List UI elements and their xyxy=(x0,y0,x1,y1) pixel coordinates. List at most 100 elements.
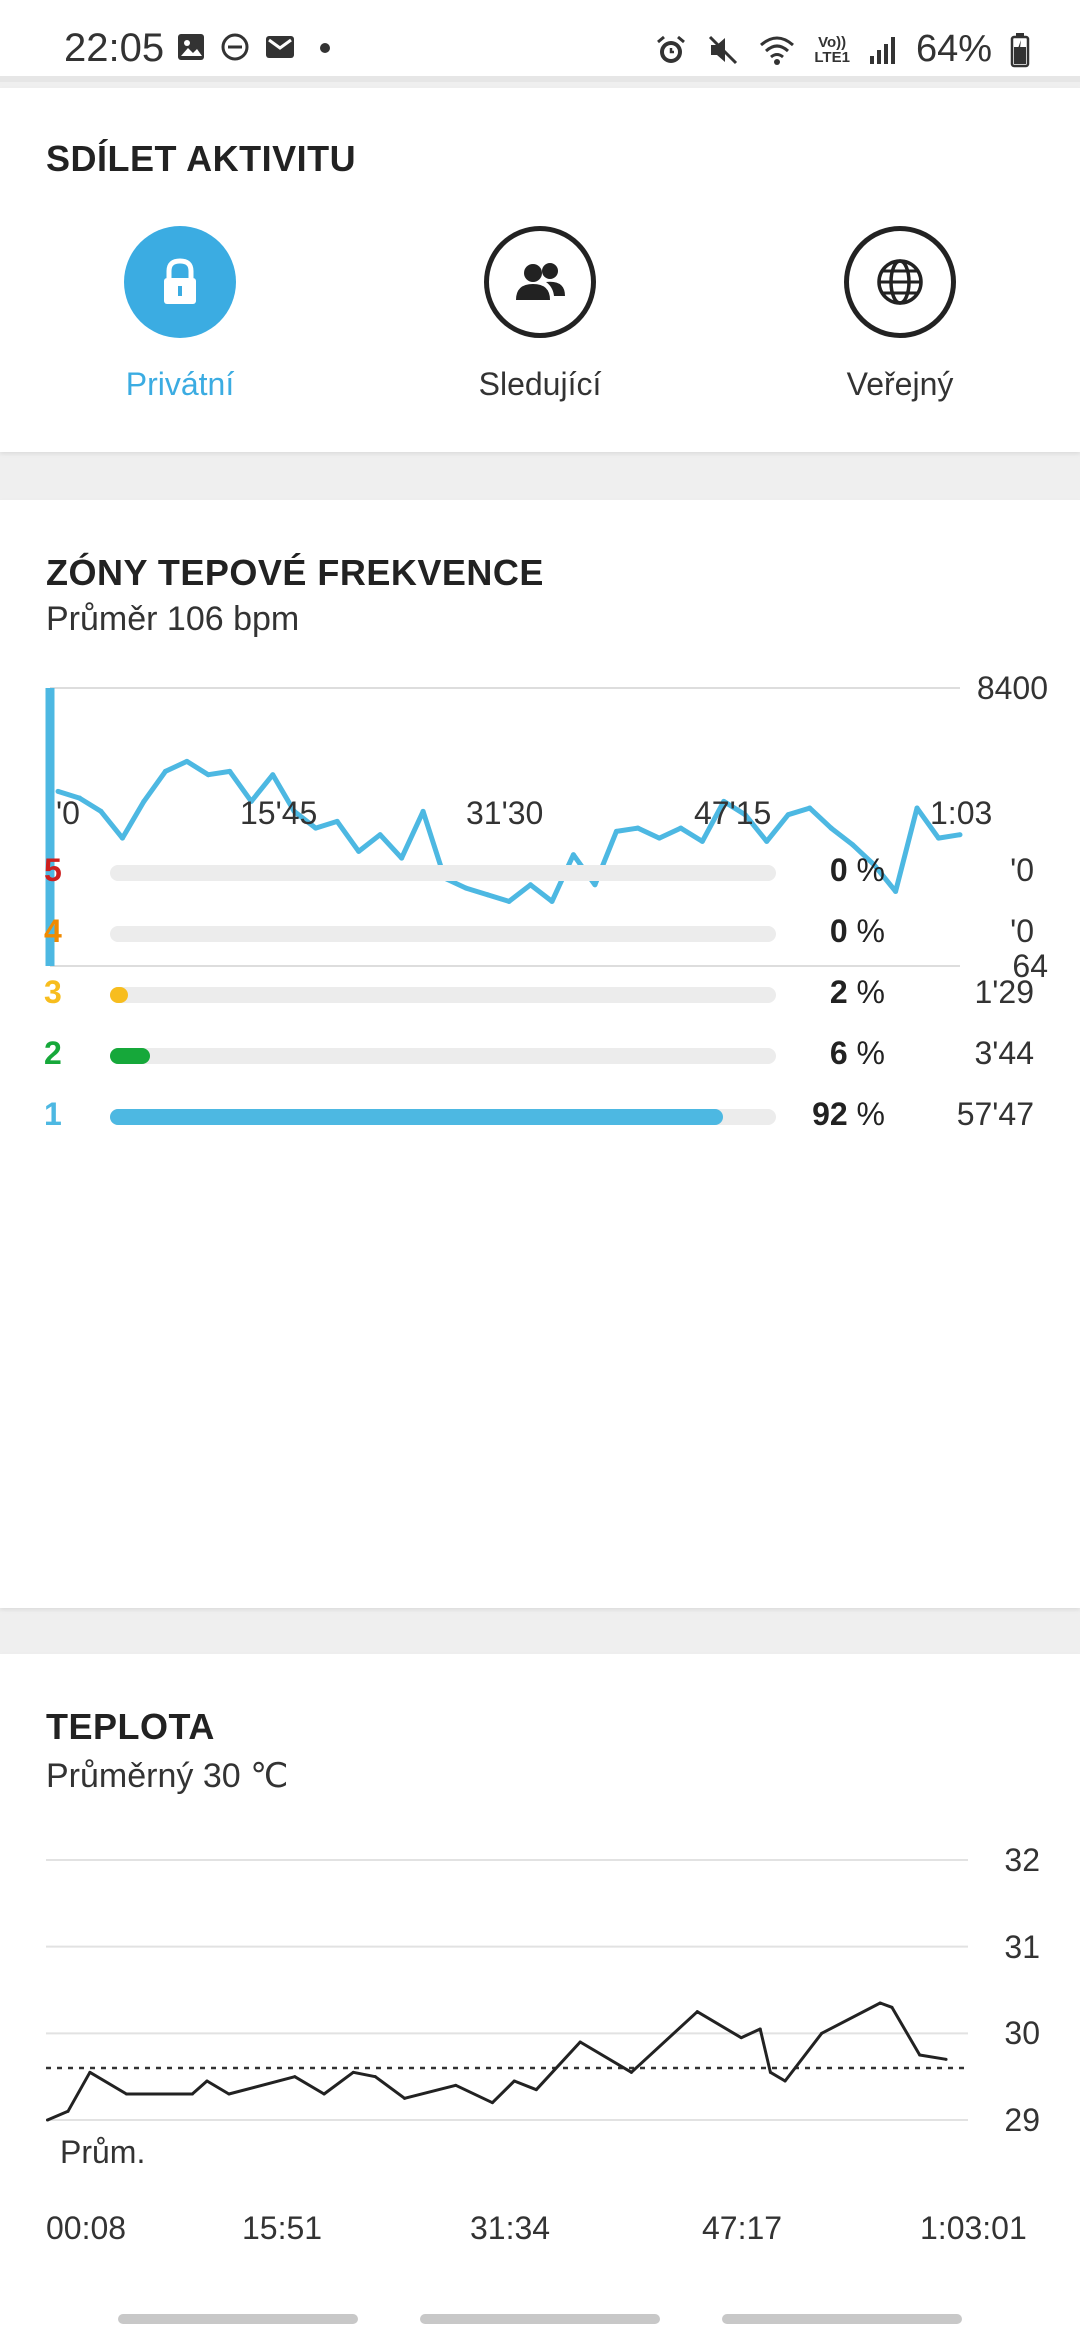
temp-x-tick: 1:03:01 xyxy=(920,2210,1027,2246)
share-activity-card: SDÍLET AKTIVITU Privátní Sledující Veřejný xyxy=(0,88,1080,452)
hr-point xyxy=(76,795,82,801)
temp-point xyxy=(758,2027,762,2031)
temp-point xyxy=(739,2036,743,2040)
share-option-label: Veřejný xyxy=(846,366,954,402)
share-title: SDÍLET AKTIVITU xyxy=(46,138,357,179)
hr-point xyxy=(184,758,190,764)
share-option-globe[interactable]: Veřejný xyxy=(810,226,990,403)
temp-x-tick: 15:51 xyxy=(242,2210,323,2246)
dot-icon xyxy=(320,43,330,53)
volte-icon: Vo)) LTE1 xyxy=(814,33,850,66)
zone-duration: '0 xyxy=(1010,913,1034,949)
status-left-icons xyxy=(176,32,340,62)
people-icon xyxy=(510,260,570,304)
hr-point xyxy=(678,825,684,831)
hr-point xyxy=(570,852,576,858)
hr-point xyxy=(764,838,770,844)
temp-subtitle: Průměrný 30 ℃ xyxy=(46,1757,289,1795)
nav-pill-left[interactable] xyxy=(118,2314,358,2324)
hr-point xyxy=(957,832,963,838)
hr-point xyxy=(356,848,362,854)
zone-row: 3 2 % 1'29 xyxy=(0,974,1080,1014)
hr-point xyxy=(656,835,662,841)
nav-pill-center[interactable] xyxy=(420,2314,660,2324)
hr-point xyxy=(828,825,834,831)
zone-percent: 6 % xyxy=(830,1035,885,1072)
zone-bar-fill xyxy=(110,1048,150,1064)
temp-point xyxy=(512,2079,516,2083)
hr-point xyxy=(527,882,533,888)
hr-point xyxy=(850,842,856,848)
hr-point xyxy=(914,805,920,811)
temp-point xyxy=(190,2092,194,2096)
people-circle xyxy=(484,226,596,338)
zone-percent-value: 6 xyxy=(829,1035,848,1071)
hr-x-tick: 1:03 xyxy=(930,795,993,831)
globe-icon xyxy=(874,256,926,308)
zone-percent-value: 0 xyxy=(829,852,848,888)
hr-point xyxy=(635,825,641,831)
zone-number: 4 xyxy=(44,913,62,949)
lock-circle xyxy=(124,226,236,338)
hr-x-tick: 15'45 xyxy=(240,795,318,831)
zone-duration: '0 xyxy=(1010,852,1034,888)
hr-point xyxy=(205,772,211,778)
hr-point xyxy=(721,798,727,804)
temp-point xyxy=(695,2010,699,2014)
hr-y-tick: 64 xyxy=(1012,948,1048,984)
status-bar: 22:05 Vo)) LTE1 64% xyxy=(0,0,1080,82)
hr-point xyxy=(227,768,233,774)
temp-point xyxy=(88,2070,92,2074)
hr-point xyxy=(871,862,877,868)
nav-pill-right[interactable] xyxy=(722,2314,962,2324)
hr-point xyxy=(141,798,147,804)
temp-x-tick: 47:17 xyxy=(702,2210,783,2246)
zone-bar-track xyxy=(110,865,776,881)
globe-circle xyxy=(844,226,956,338)
zone-duration: 57'47 xyxy=(956,1096,1034,1132)
hr-point xyxy=(270,772,276,778)
temp-point xyxy=(768,2070,772,2074)
zone-bar-track xyxy=(110,926,776,942)
navigation-bar xyxy=(0,2296,1080,2340)
hr-y-tick: 8400 xyxy=(976,670,1048,706)
temp-y-tick: 29 xyxy=(1004,2102,1040,2138)
share-option-people[interactable]: Sledující xyxy=(450,226,630,403)
temp-point xyxy=(918,2053,922,2057)
zone-bar-track xyxy=(110,1109,776,1125)
hr-point xyxy=(592,882,598,888)
zone-row: 5 0 % '0 xyxy=(0,852,1080,892)
lock-icon xyxy=(156,256,204,308)
temp-point xyxy=(820,2031,824,2035)
temp-point xyxy=(578,2040,582,2044)
status-time: 22:05 xyxy=(64,26,165,70)
zone-number: 5 xyxy=(44,852,62,888)
temp-point xyxy=(878,2001,882,2005)
hr-point xyxy=(485,892,491,898)
zone-duration: 1'29 xyxy=(974,974,1035,1010)
hr-point xyxy=(893,888,899,894)
temp-title: TEPLOTA xyxy=(46,1706,215,1747)
zone-bar-fill xyxy=(110,987,128,1003)
do-not-disturb-icon xyxy=(221,33,249,61)
hr-point xyxy=(463,885,469,891)
zone-row: 2 6 % 3'44 xyxy=(0,1035,1080,1075)
share-option-lock[interactable]: Privátní xyxy=(90,226,270,403)
temp-point xyxy=(293,2075,297,2079)
battery-percent: 64% xyxy=(915,28,992,70)
hr-point xyxy=(162,768,168,774)
mute-icon xyxy=(709,35,738,64)
hr-point xyxy=(98,808,104,814)
zone-percent: 2 % xyxy=(830,974,885,1011)
status-right: Vo)) LTE1 64% xyxy=(654,28,1030,71)
temp-point xyxy=(890,2005,894,2009)
hr-x-tick: '0 xyxy=(56,795,80,831)
hr-subtitle: Průměr 106 bpm xyxy=(46,600,300,638)
zone-percent-sign: % xyxy=(847,913,885,949)
zone-percent-value: 0 xyxy=(829,913,848,949)
hr-point xyxy=(334,818,340,824)
share-option-label: Sledující xyxy=(478,366,602,402)
zone-bar-track xyxy=(110,1048,776,1064)
hr-point xyxy=(549,898,555,904)
zone-percent-sign: % xyxy=(847,1096,885,1132)
